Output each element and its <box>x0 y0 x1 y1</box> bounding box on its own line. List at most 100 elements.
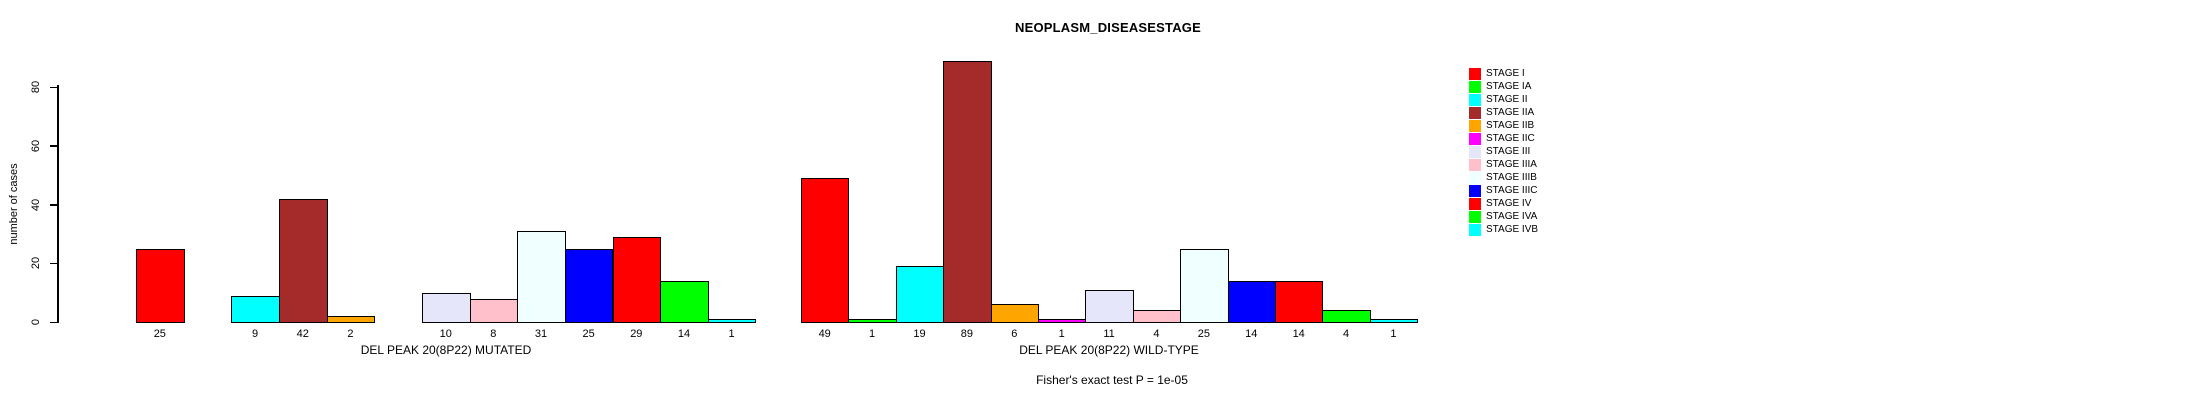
legend-swatch-icon <box>1469 171 1481 184</box>
bar-stage-iii <box>1085 289 1134 323</box>
mutated-axis-title: DEL PEAK 20(8P22) MUTATED <box>360 343 532 357</box>
bar-value-label: 14 <box>1292 328 1305 340</box>
mutated-bar-chart: 25 9 42 2 10 8 31 25 29 14 1 <box>136 0 758 400</box>
y-axis-tick-label: 0 <box>30 318 42 326</box>
legend-swatch-icon <box>1469 67 1481 80</box>
bar-stage-iiic <box>1227 280 1276 323</box>
bar-value-label: 1 <box>1390 328 1397 340</box>
legend-item-stage-ia: STAGE IA <box>1469 80 1538 93</box>
bar-value-label: 14 <box>1245 328 1258 340</box>
legend-label: STAGE IIC <box>1486 133 1535 144</box>
bar-stage-i <box>136 248 185 323</box>
wildtype-bar-chart: 49 1 19 89 6 1 11 4 25 14 14 4 1 <box>801 0 1419 400</box>
legend-swatch-icon <box>1469 158 1481 171</box>
y-axis-tick <box>50 204 58 206</box>
legend-item-stage-iic: STAGE IIC <box>1469 132 1538 145</box>
bar-value-label: 25 <box>153 328 166 340</box>
legend-label: STAGE III <box>1486 146 1531 157</box>
y-axis-tick <box>50 262 58 265</box>
legend-swatch-icon <box>1469 210 1481 223</box>
bar-stage-iiic <box>564 248 614 323</box>
bar-stage-iiia <box>469 298 519 323</box>
y-axis-tick-label: 40 <box>30 198 42 211</box>
bar-value-label: 1 <box>869 328 876 340</box>
bar-value-label: 29 <box>630 328 643 340</box>
legend-label: STAGE IIIB <box>1486 172 1537 183</box>
legend-swatch-icon <box>1469 119 1481 132</box>
legend-item-stage-iia: STAGE IIA <box>1469 106 1538 119</box>
legend-swatch-icon <box>1469 145 1481 158</box>
legend-swatch-icon <box>1469 132 1481 145</box>
bar-value-label: 6 <box>1011 328 1018 340</box>
legend-swatch-icon <box>1469 184 1481 197</box>
bar-stage-ii <box>231 295 280 323</box>
bar-value-label: 4 <box>1153 328 1160 340</box>
bar-stage-iib <box>326 316 376 323</box>
bar-value-label: 2 <box>347 328 354 340</box>
y-axis-tick-label: 20 <box>30 257 42 270</box>
legend-label: STAGE IVB <box>1486 224 1539 235</box>
bar-value-label: 8 <box>490 328 497 340</box>
bar-stage-iic <box>1038 319 1087 323</box>
bar-stage-ii <box>895 266 945 323</box>
bar-value-label: 14 <box>677 328 691 340</box>
bar-value-label: 1 <box>1058 328 1065 340</box>
legend-swatch-icon <box>1469 80 1481 93</box>
legend-label: STAGE I <box>1486 68 1525 79</box>
legend-item-stage-ii: STAGE II <box>1469 93 1538 106</box>
wildtype-axis-title: DEL PEAK 20(8P22) WILD-TYPE <box>1019 343 1199 357</box>
bar-value-label: 4 <box>1343 328 1350 340</box>
bar-stage-i <box>801 178 850 323</box>
bar-stage-iiia <box>1132 310 1182 323</box>
y-axis-label: number of cases <box>8 163 20 245</box>
bar-stage-iiib <box>517 230 566 323</box>
legend-item-stage-i: STAGE I <box>1469 67 1538 80</box>
y-axis-tick <box>50 86 58 88</box>
legend-label: STAGE IV <box>1486 198 1532 209</box>
bar-stage-iiib <box>1180 248 1229 323</box>
legend-label: STAGE IVA <box>1486 211 1538 222</box>
y-axis-tick <box>50 145 58 147</box>
legend: STAGE I STAGE IA STAGE II STAGE IIA STAGE II… <box>1469 67 1538 236</box>
legend-label: STAGE IIA <box>1486 107 1535 118</box>
bar-stage-iva <box>1322 310 1371 323</box>
bar-stage-ivb <box>707 319 757 323</box>
legend-item-stage-ivb: STAGE IVB <box>1469 223 1538 236</box>
bar-stage-iia <box>943 60 992 323</box>
fisher-test-note: Fisher's exact test P = 1e-05 <box>1036 373 1188 387</box>
y-axis-tick-label: 60 <box>30 139 42 152</box>
bar-value-label: 19 <box>913 328 926 340</box>
legend-item-stage-iii: STAGE III <box>1469 145 1538 158</box>
bar-stage-iib <box>990 304 1039 323</box>
legend-swatch-icon <box>1469 223 1481 236</box>
legend-item-stage-iiic: STAGE IIIC <box>1469 184 1538 197</box>
legend-item-stage-iiia: STAGE IIIA <box>1469 158 1538 171</box>
legend-item-stage-iib: STAGE IIB <box>1469 119 1538 132</box>
bar-value-label: 31 <box>534 328 548 340</box>
bar-value-label: 42 <box>296 328 309 340</box>
legend-item-stage-iv: STAGE IV <box>1469 197 1538 210</box>
bar-value-label: 1 <box>728 328 735 340</box>
bar-value-label: 89 <box>960 328 973 340</box>
bar-value-label: 25 <box>1197 328 1210 340</box>
bar-value-label: 10 <box>439 328 452 340</box>
bar-stage-ia <box>848 319 897 323</box>
bar-value-label: 49 <box>818 328 831 340</box>
legend-swatch-icon <box>1469 197 1481 210</box>
bar-stage-iia <box>278 198 328 323</box>
legend-label: STAGE II <box>1486 94 1528 105</box>
legend-label: STAGE IIB <box>1486 120 1535 131</box>
page-title: NEOPLASM_DISEASESTAGE <box>1015 20 1201 35</box>
bar-stage-iii <box>421 292 471 323</box>
bar-stage-iva <box>660 280 709 323</box>
legend-item-stage-iva: STAGE IVA <box>1469 210 1538 223</box>
y-axis-tick <box>50 321 58 323</box>
bar-value-label: 11 <box>1103 328 1115 340</box>
legend-item-stage-iiib: STAGE IIIB <box>1469 171 1538 184</box>
bar-stage-ivb <box>1369 319 1419 323</box>
legend-swatch-icon <box>1469 106 1481 119</box>
legend-swatch-icon <box>1469 93 1481 106</box>
legend-label: STAGE IA <box>1486 81 1532 92</box>
y-axis-tick-label: 80 <box>30 80 42 94</box>
